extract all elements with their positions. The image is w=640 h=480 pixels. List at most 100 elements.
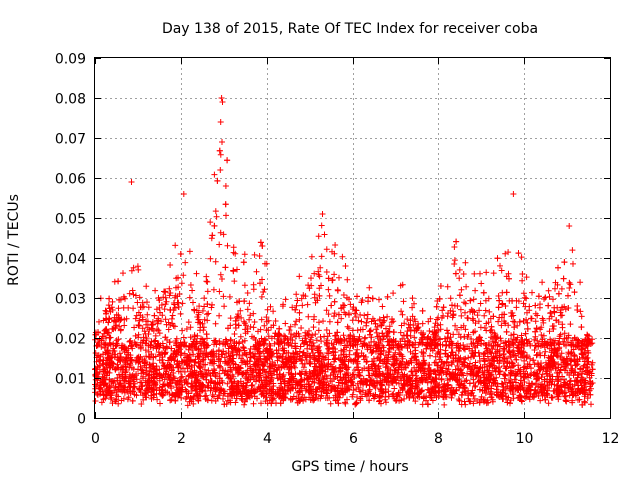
data-point bbox=[547, 309, 554, 316]
data-point bbox=[259, 367, 266, 374]
data-point bbox=[175, 344, 182, 351]
data-point bbox=[570, 260, 576, 267]
data-point bbox=[520, 300, 527, 307]
data-point bbox=[499, 389, 506, 396]
data-point bbox=[520, 368, 527, 375]
data-point bbox=[370, 347, 377, 354]
data-point bbox=[399, 311, 406, 318]
data-point bbox=[439, 307, 446, 314]
data-point bbox=[170, 374, 177, 380]
data-point bbox=[398, 351, 405, 358]
data-point bbox=[565, 305, 572, 311]
data-point bbox=[404, 316, 411, 323]
data-point bbox=[463, 283, 470, 290]
data-point bbox=[541, 296, 547, 302]
data-point bbox=[536, 375, 543, 382]
data-point bbox=[138, 401, 145, 407]
data-point bbox=[327, 372, 334, 379]
data-point bbox=[241, 337, 248, 344]
data-point bbox=[215, 362, 222, 369]
data-point bbox=[318, 358, 325, 365]
data-point bbox=[533, 352, 540, 359]
data-point bbox=[436, 372, 443, 379]
data-point bbox=[472, 287, 479, 294]
data-point bbox=[237, 333, 244, 340]
data-point bbox=[471, 343, 478, 350]
data-point bbox=[418, 376, 425, 383]
data-point bbox=[143, 370, 150, 376]
data-point bbox=[389, 316, 395, 323]
data-point bbox=[354, 352, 361, 359]
data-point bbox=[584, 331, 591, 338]
data-point bbox=[296, 316, 303, 323]
data-point bbox=[190, 338, 197, 345]
data-point bbox=[385, 382, 392, 388]
data-point bbox=[566, 392, 573, 399]
data-point bbox=[364, 311, 371, 318]
data-point bbox=[200, 327, 207, 334]
data-point bbox=[429, 397, 436, 404]
data-point bbox=[513, 371, 520, 378]
data-point bbox=[112, 398, 118, 404]
data-point bbox=[334, 329, 341, 336]
data-point bbox=[503, 289, 510, 296]
data-point bbox=[587, 391, 594, 398]
data-point bbox=[412, 378, 419, 385]
data-point bbox=[363, 319, 370, 326]
data-point bbox=[310, 392, 317, 398]
data-point bbox=[130, 305, 137, 312]
data-point bbox=[219, 276, 225, 282]
data-point bbox=[445, 366, 452, 373]
data-point bbox=[374, 333, 381, 340]
data-point bbox=[173, 350, 179, 357]
data-point bbox=[201, 366, 208, 373]
data-point bbox=[500, 351, 507, 358]
data-point bbox=[419, 307, 426, 314]
data-point bbox=[269, 396, 276, 403]
data-point bbox=[418, 365, 425, 372]
data-point bbox=[498, 393, 505, 400]
data-point bbox=[535, 293, 542, 300]
data-point bbox=[263, 318, 270, 325]
data-point bbox=[558, 350, 565, 357]
data-point bbox=[204, 317, 211, 324]
data-point bbox=[273, 366, 280, 373]
data-point bbox=[421, 357, 427, 364]
data-point bbox=[470, 376, 477, 383]
data-point bbox=[169, 312, 176, 319]
data-point bbox=[262, 260, 268, 267]
data-point bbox=[156, 330, 163, 337]
data-point bbox=[208, 304, 215, 311]
data-point bbox=[479, 364, 486, 371]
data-point bbox=[188, 380, 195, 387]
data-point bbox=[97, 353, 104, 360]
data-point bbox=[136, 317, 143, 324]
data-point bbox=[431, 337, 438, 344]
data-point bbox=[135, 366, 141, 373]
data-point bbox=[197, 368, 204, 375]
data-point bbox=[582, 353, 589, 360]
data-point bbox=[140, 337, 147, 344]
data-point bbox=[238, 355, 245, 362]
data-point bbox=[482, 297, 489, 304]
data-point bbox=[307, 354, 314, 361]
data-point bbox=[364, 342, 371, 349]
data-point bbox=[106, 340, 113, 347]
data-point bbox=[396, 346, 403, 353]
data-point bbox=[569, 385, 576, 392]
data-point bbox=[517, 370, 524, 377]
data-point bbox=[508, 313, 515, 320]
data-point bbox=[293, 318, 300, 325]
data-point bbox=[287, 363, 293, 370]
data-point bbox=[551, 349, 558, 356]
data-point bbox=[274, 332, 281, 339]
data-point bbox=[103, 372, 110, 379]
data-point bbox=[168, 356, 175, 363]
data-point bbox=[220, 231, 227, 238]
data-point bbox=[457, 306, 464, 313]
data-point bbox=[447, 295, 454, 302]
data-point bbox=[210, 384, 217, 391]
data-point bbox=[582, 336, 589, 343]
data-point bbox=[137, 345, 144, 352]
data-point bbox=[490, 313, 497, 320]
